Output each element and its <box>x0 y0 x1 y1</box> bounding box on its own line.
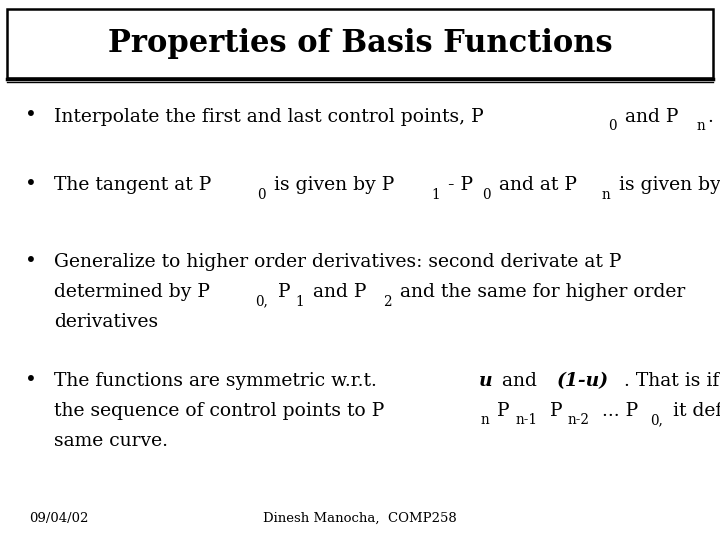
Text: 1: 1 <box>296 295 305 309</box>
Text: - P: - P <box>442 176 473 194</box>
Text: the sequence of control points to P: the sequence of control points to P <box>54 402 384 420</box>
FancyBboxPatch shape <box>7 9 713 78</box>
Text: and P: and P <box>619 107 679 125</box>
Text: is given by P: is given by P <box>613 176 720 194</box>
Text: derivatives: derivatives <box>54 313 158 330</box>
Text: . That is if we reverse: . That is if we reverse <box>624 372 720 390</box>
Text: The functions are symmetric w.r.t.: The functions are symmetric w.r.t. <box>54 372 383 390</box>
Text: 09/04/02: 09/04/02 <box>29 512 88 525</box>
Text: is given by P: is given by P <box>268 176 395 194</box>
Text: and P: and P <box>307 283 366 301</box>
Text: same curve.: same curve. <box>54 431 168 449</box>
Text: determined by P: determined by P <box>54 283 210 301</box>
Text: ... P: ... P <box>596 402 638 420</box>
Text: Properties of Basis Functions: Properties of Basis Functions <box>108 28 612 59</box>
Text: Interpolate the first and last control points, P: Interpolate the first and last control p… <box>54 107 484 125</box>
Text: n: n <box>601 188 610 202</box>
Text: n: n <box>480 414 489 428</box>
Text: 0: 0 <box>257 188 266 202</box>
Text: P: P <box>271 283 290 301</box>
Text: n-1: n-1 <box>516 414 537 428</box>
Text: •: • <box>25 252 37 271</box>
Text: (1-u): (1-u) <box>557 372 608 390</box>
Text: •: • <box>25 175 37 194</box>
Text: 0: 0 <box>608 119 617 133</box>
Text: .: . <box>707 107 714 125</box>
Text: 0: 0 <box>482 188 491 202</box>
Text: P: P <box>544 402 562 420</box>
Text: and at P: and at P <box>493 176 577 194</box>
Text: 0,: 0, <box>650 414 663 428</box>
Text: it defines the: it defines the <box>667 402 720 420</box>
Text: Generalize to higher order derivatives: second derivate at P: Generalize to higher order derivatives: … <box>54 253 621 271</box>
Text: n: n <box>696 119 705 133</box>
Text: and: and <box>496 372 543 390</box>
Text: •: • <box>25 371 37 390</box>
Text: 1: 1 <box>431 188 440 202</box>
Text: and the same for higher order: and the same for higher order <box>395 283 685 301</box>
Text: •: • <box>25 106 37 125</box>
Text: n-2: n-2 <box>567 414 590 428</box>
Text: P: P <box>492 402 510 420</box>
Text: 0,: 0, <box>255 295 268 309</box>
Text: 2: 2 <box>383 295 392 309</box>
Text: u: u <box>478 372 492 390</box>
Text: Dinesh Manocha,  COMP258: Dinesh Manocha, COMP258 <box>263 512 457 525</box>
Text: The tangent at P: The tangent at P <box>54 176 211 194</box>
